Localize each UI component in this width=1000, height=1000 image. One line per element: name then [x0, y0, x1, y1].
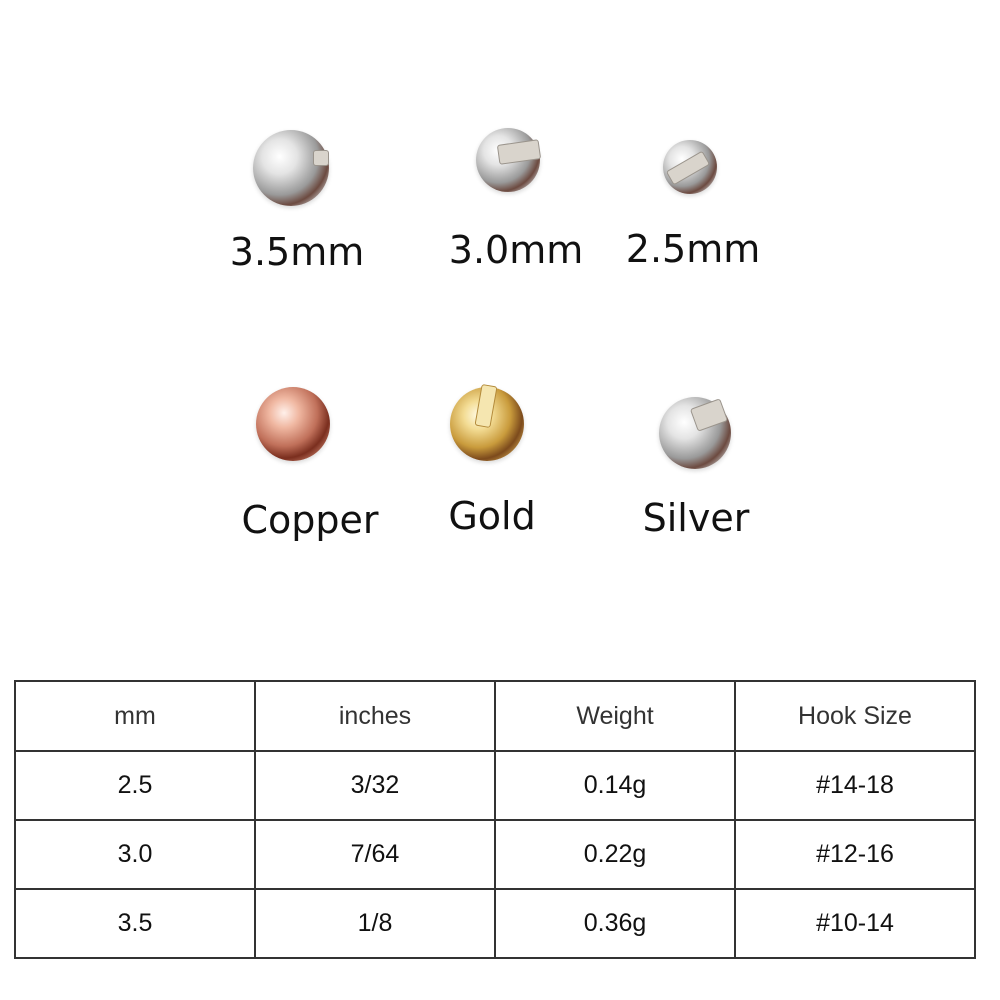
cell-inches: 3/32 [254, 750, 496, 821]
cell-weight: 0.36g [494, 888, 736, 959]
cell-inches: 1/8 [254, 888, 496, 959]
spec-table: mm inches Weight Hook Size 2.5 3/32 0.14… [14, 680, 976, 959]
size-label-3-5mm: 3.5mm [229, 230, 365, 274]
cell-hook-size: #10-14 [734, 888, 976, 959]
cell-inches: 7/64 [254, 819, 496, 890]
table-header-row: mm inches Weight Hook Size [14, 680, 976, 752]
bead-3-0mm-image [476, 128, 542, 192]
cell-mm: 3.5 [14, 888, 256, 959]
cell-hook-size: #12-16 [734, 819, 976, 890]
cell-weight: 0.14g [494, 750, 736, 821]
cell-mm: 2.5 [14, 750, 256, 821]
bead-3-5mm-image [253, 130, 329, 206]
size-label-3-0mm: 3.0mm [448, 228, 584, 272]
color-label-gold: Gold [448, 494, 536, 538]
bead-silver-image [659, 397, 731, 469]
header-hook-size: Hook Size [734, 680, 976, 752]
bead-copper-image [256, 387, 330, 461]
header-mm: mm [14, 680, 256, 752]
size-label-2-5mm: 2.5mm [625, 227, 761, 271]
bead-gold-image [450, 383, 524, 461]
header-inches: inches [254, 680, 496, 752]
color-label-silver: Silver [642, 496, 750, 540]
cell-weight: 0.22g [494, 819, 736, 890]
bead-2-5mm-image [663, 140, 717, 194]
color-label-copper: Copper [241, 498, 379, 542]
header-weight: Weight [494, 680, 736, 752]
table-row: 3.5 1/8 0.36g #10-14 [14, 888, 976, 959]
table-row: 2.5 3/32 0.14g #14-18 [14, 750, 976, 821]
cell-mm: 3.0 [14, 819, 256, 890]
table-row: 3.0 7/64 0.22g #12-16 [14, 819, 976, 890]
cell-hook-size: #14-18 [734, 750, 976, 821]
